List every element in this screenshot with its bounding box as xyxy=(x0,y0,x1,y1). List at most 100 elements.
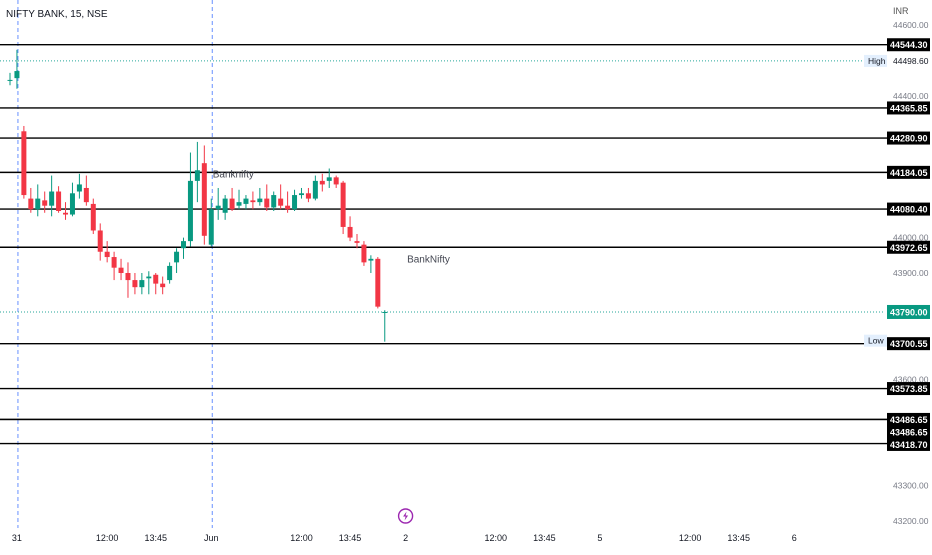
level-label-box xyxy=(887,337,930,351)
candle-body xyxy=(375,258,381,307)
candle-up xyxy=(194,141,200,203)
level-label-box xyxy=(887,38,930,52)
candle-up xyxy=(181,237,186,259)
candle-body xyxy=(215,205,221,210)
x-tick-label: 12:00 xyxy=(485,533,508,543)
x-tick-label: 12:00 xyxy=(96,533,119,543)
level-label-box xyxy=(887,202,930,216)
candle-down xyxy=(21,125,27,199)
candle-body xyxy=(305,193,311,199)
candle-down xyxy=(319,173,325,192)
level-label-box xyxy=(887,165,930,179)
level-label-box xyxy=(887,425,930,439)
candle-body xyxy=(354,241,360,243)
level-label: 44365.85 xyxy=(890,103,928,113)
candle-down xyxy=(28,187,34,213)
level-label: 43972.65 xyxy=(890,243,928,253)
candle-body xyxy=(174,251,180,263)
time-axis[interactable]: 31 12:00 13:45 Jun 12:00 13:45 2 12:00 13:45 5 12:… xyxy=(12,533,797,543)
marker-value: 44498.60 xyxy=(893,56,929,66)
candle-body xyxy=(7,79,13,81)
candle-body xyxy=(368,258,374,261)
candle-down xyxy=(347,216,353,242)
x-tick-label: 12:00 xyxy=(290,533,313,543)
candle-down xyxy=(340,180,346,235)
candle-body xyxy=(83,187,89,203)
candle-up xyxy=(368,255,374,273)
candle-up xyxy=(187,152,193,247)
candle-body xyxy=(340,182,346,227)
candle-down xyxy=(160,276,166,295)
candle-body xyxy=(333,177,339,185)
candle-down xyxy=(153,273,159,295)
level-label: 43418.70 xyxy=(890,440,928,450)
y-tick-label: 44000.00 xyxy=(893,233,929,243)
lightning-icon-group[interactable] xyxy=(397,508,414,524)
candle-up xyxy=(167,262,173,284)
candle-up xyxy=(14,49,20,89)
y-tick-label: 43300.00 xyxy=(893,481,929,491)
marker-tag-box xyxy=(864,54,887,67)
level-label: 43486.65 xyxy=(890,415,928,425)
horizontal-levels xyxy=(0,44,887,445)
candle-body xyxy=(63,212,69,215)
x-tick-label: 6 xyxy=(792,533,797,543)
candle-down xyxy=(201,145,207,245)
candle-body xyxy=(208,209,214,245)
candle-body xyxy=(292,195,298,210)
candle-down xyxy=(125,262,131,298)
candle-down xyxy=(375,257,381,309)
candle-down xyxy=(42,191,48,213)
candles xyxy=(7,49,388,342)
candle-body xyxy=(76,184,82,192)
candle-body xyxy=(28,198,34,210)
candle-up xyxy=(326,168,332,188)
candle-up xyxy=(69,182,75,217)
candle-body xyxy=(97,230,103,252)
candle-body xyxy=(42,200,48,206)
y-tick-label: 43600.00 xyxy=(893,374,929,384)
level-label: 44184.05 xyxy=(890,168,928,178)
candle-body xyxy=(194,170,200,181)
candle-down xyxy=(83,175,89,206)
candle-up xyxy=(76,173,82,199)
candle-down xyxy=(278,184,284,210)
candle-body xyxy=(271,195,277,208)
candle-up xyxy=(257,187,263,206)
candle-up xyxy=(292,189,298,211)
candle-up xyxy=(49,175,55,217)
candle-up xyxy=(243,195,249,210)
chart-title: NIFTY BANK, 15, NSE xyxy=(6,9,108,20)
x-tick-label: 2 xyxy=(403,533,408,543)
candle-down xyxy=(229,187,235,211)
y-tick-label: 43200.00 xyxy=(893,516,929,526)
candle-body xyxy=(49,191,55,206)
candle-down xyxy=(250,191,256,210)
candle-down xyxy=(354,234,360,249)
candle-body xyxy=(146,276,152,279)
level-label-box xyxy=(887,437,930,451)
marker-tag-box xyxy=(864,334,887,347)
last-price-label: 43790.00 xyxy=(890,307,928,317)
candle-up xyxy=(208,198,214,247)
candle-body xyxy=(160,283,166,288)
candle-down xyxy=(90,198,96,235)
x-tick-label: 5 xyxy=(597,533,602,543)
candle-down xyxy=(111,251,117,281)
candle-body xyxy=(347,226,353,238)
candle-down xyxy=(104,241,110,263)
candle-up xyxy=(298,187,304,199)
candle-body xyxy=(69,193,75,215)
candle-body xyxy=(104,251,110,258)
candle-body xyxy=(111,257,117,268)
last-price-box xyxy=(887,304,930,319)
price-axis[interactable]: 43200.00 43300.00 43600.00 43900.00 44000.00… xyxy=(887,20,930,526)
candle-body xyxy=(312,180,318,199)
candle-body xyxy=(326,177,332,181)
candle-body xyxy=(90,203,96,231)
candle-body xyxy=(236,202,242,206)
candle-down xyxy=(264,184,270,211)
candle-up xyxy=(7,72,13,86)
